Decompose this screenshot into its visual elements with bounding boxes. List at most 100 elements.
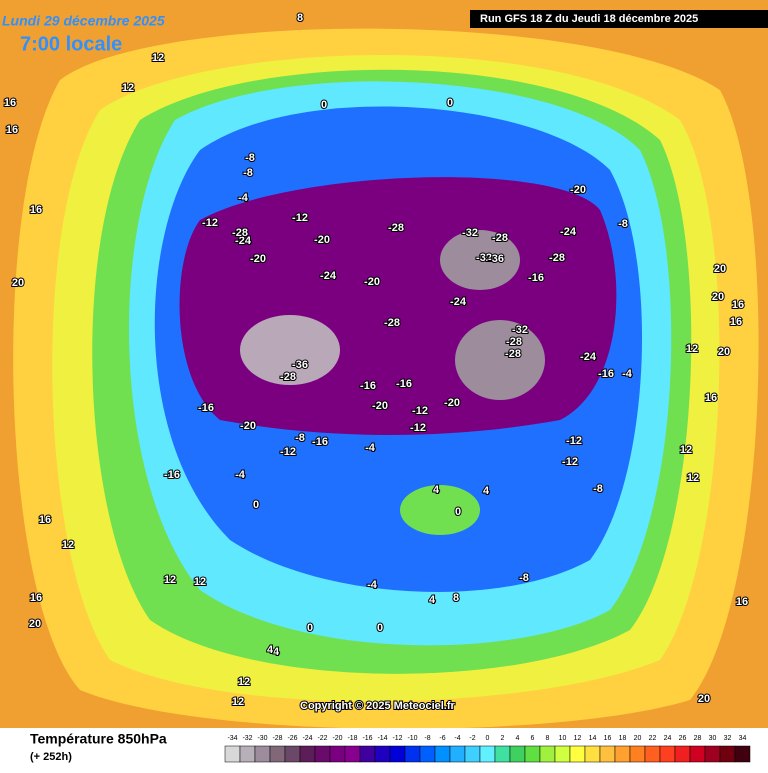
contour-label: -12: [412, 405, 428, 417]
legend-label: 16: [604, 735, 612, 742]
contour-label: -4: [235, 469, 246, 481]
contour-label: -8: [295, 432, 305, 444]
legend-swatch: [569, 745, 586, 763]
contour-label: -16: [598, 368, 614, 380]
contour-label: -28: [549, 252, 565, 264]
contour-label: -12: [202, 217, 218, 229]
legend-swatch: [269, 745, 286, 763]
legend-swatch: [704, 745, 721, 763]
legend-swatch: [389, 745, 406, 763]
contour-label: 12: [152, 52, 164, 64]
contour-label: 16: [736, 596, 748, 608]
contour-label: 0: [321, 99, 327, 111]
contour-label: -24: [450, 296, 467, 308]
contour-label: -24: [320, 270, 337, 282]
contour-label: 16: [732, 299, 744, 311]
legend-label: -12: [392, 735, 402, 742]
contour-label: 8: [297, 12, 303, 24]
legend-swatch: [449, 745, 466, 763]
legend-label: 24: [664, 735, 672, 742]
contour-label: -20: [314, 234, 330, 246]
legend-swatch: [494, 745, 511, 763]
contour-label: -32: [512, 324, 528, 336]
contour-label: -4: [238, 192, 249, 204]
contour-label: -20: [250, 253, 266, 265]
legend-label: 22: [649, 735, 657, 742]
contour-label: 20: [718, 346, 730, 358]
legend-label: 32: [724, 735, 732, 742]
legend-label: 0: [486, 735, 490, 742]
legend-label: 12: [574, 735, 582, 742]
legend-label: -2: [469, 735, 475, 742]
legend-swatch: [434, 745, 451, 763]
contour-label: -16: [198, 402, 214, 414]
zone-very-cold: [179, 177, 617, 436]
legend-label: 8: [546, 735, 550, 742]
contour-label: 0: [377, 622, 383, 634]
legend-label: -4: [454, 735, 460, 742]
legend-swatch: [674, 745, 691, 763]
contour-label: 12: [122, 82, 134, 94]
contour-label: -12: [280, 446, 296, 458]
legend-swatch: [359, 745, 376, 763]
legend-label: -14: [377, 735, 387, 742]
contour-label: 12: [194, 576, 206, 588]
legend-swatch: [419, 745, 436, 763]
legend-label: -18: [347, 735, 357, 742]
contour-label: -20: [372, 400, 388, 412]
contour-label: -24: [235, 235, 252, 247]
legend-swatch: [614, 745, 631, 763]
contour-label: -28: [506, 336, 522, 348]
contour-label: -32: [476, 252, 492, 264]
contour-label: -36: [292, 359, 308, 371]
contour-label: 16: [30, 204, 42, 216]
contour-label: -36: [488, 253, 504, 265]
contour-label: 4: [267, 644, 274, 656]
contour-label: -28: [492, 232, 508, 244]
core: [440, 230, 520, 290]
contour-label: -4: [365, 442, 376, 454]
core: [455, 320, 545, 400]
legend-swatch: [224, 745, 241, 763]
contour-label: -28: [384, 317, 400, 329]
legend-label: -20: [332, 735, 342, 742]
legend-swatch: [299, 745, 316, 763]
run: Run GFS 18 Z du Jeudi 18 décembre 2025: [480, 13, 698, 25]
zone-cool: [400, 485, 480, 535]
contour-label: 16: [730, 316, 742, 328]
legend-label: -26: [287, 735, 297, 742]
contour-label: -8: [245, 152, 255, 164]
legend-swatch: [629, 745, 646, 763]
legend-label: 26: [679, 735, 687, 742]
contour-label: 12: [687, 472, 699, 484]
contour-label: -4: [622, 368, 633, 380]
legend-swatch: [374, 745, 391, 763]
contour-label: -12: [292, 212, 308, 224]
contour-label: 0: [455, 506, 461, 518]
contour-label: -16: [312, 436, 328, 448]
contour-label: -12: [566, 435, 582, 447]
legend-label: -30: [257, 735, 267, 742]
contour-label: 20: [12, 277, 24, 289]
legend-label: -28: [272, 735, 282, 742]
legend-swatch: [284, 745, 301, 763]
contour-label: 4: [273, 646, 280, 658]
legend-swatch: [659, 745, 676, 763]
legend-label: -8: [424, 735, 430, 742]
contour-label: 12: [232, 696, 244, 708]
legend-swatch: [479, 745, 496, 763]
legend-swatch: [734, 745, 751, 763]
contour-label: -20: [570, 184, 586, 196]
legend-label: -22: [317, 735, 327, 742]
contour-label: 20: [29, 618, 41, 630]
legend-swatch: [329, 745, 346, 763]
legend-label: 28: [694, 735, 702, 742]
legend-label: -16: [362, 735, 372, 742]
contour-label: 4: [483, 485, 490, 497]
contour-label: 20: [712, 291, 724, 303]
contour-label: -24: [560, 226, 577, 238]
contour-label: 12: [62, 539, 74, 551]
legend-label: 14: [589, 735, 597, 742]
legend-swatch: [584, 745, 601, 763]
